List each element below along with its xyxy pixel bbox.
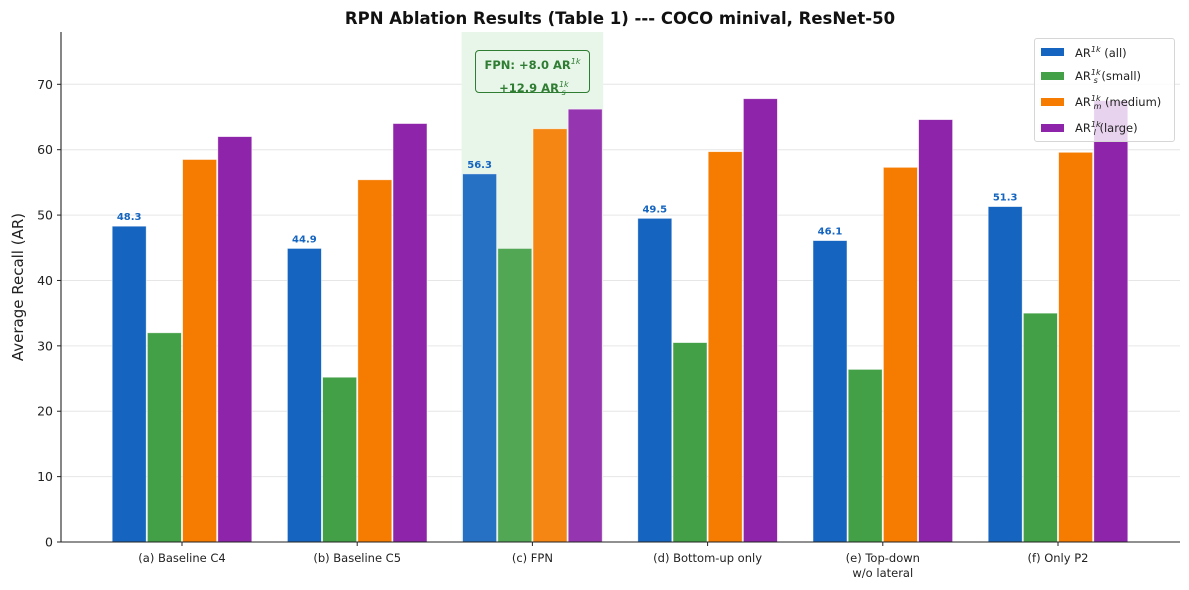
bar-large <box>1093 100 1129 543</box>
x-ticks: (a) Baseline C4 (b) Baseline C5 (c) FPN (d)… <box>138 542 1088 580</box>
bar-large <box>743 98 778 543</box>
bar-medium <box>532 128 568 543</box>
value-label: 56.3 <box>467 160 492 171</box>
bar-large <box>217 136 253 543</box>
value-label: 51.3 <box>993 193 1018 204</box>
bar-medium <box>883 166 918 543</box>
fpn-annotation-box: FPN: +8.0 AR1k +12.9 AR1ks <box>475 50 590 97</box>
y-axis-label: Average Recall (AR) <box>9 213 27 361</box>
legend-item-small: AR1ks (small) <box>1041 67 1141 85</box>
legend-item-large: AR1kl (large) <box>1041 119 1138 137</box>
x-tick-label: (b) Baseline C5 <box>313 551 401 565</box>
bar-large <box>918 119 953 543</box>
y-ticks: 0 10 20 30 40 50 60 70 <box>37 77 61 550</box>
bar-all <box>812 240 848 543</box>
bar-medium <box>707 151 743 543</box>
x-tick-label: (e) Top-down <box>846 551 920 565</box>
bar-medium <box>1058 151 1093 543</box>
y-tick-label: 40 <box>37 273 53 288</box>
annotation-line-2: +12.9 AR1ks <box>499 80 569 97</box>
axes <box>60 32 1180 543</box>
y-tick-label: 30 <box>37 338 53 353</box>
bar-all <box>111 225 147 543</box>
value-labels: 48.3 44.9 56.3 49.5 46.1 51.3 <box>117 160 1018 246</box>
y-tick-label: 70 <box>37 77 53 92</box>
legend-swatch <box>1041 72 1064 80</box>
legend: AR1k (all) AR1ks (small) AR1km (medium) … <box>1034 38 1175 142</box>
y-tick-label: 0 <box>45 535 53 550</box>
x-tick-label: (a) Baseline C4 <box>138 551 225 565</box>
bar-small <box>1023 312 1058 543</box>
bar-all <box>637 217 673 543</box>
x-tick-label: (d) Bottom-up only <box>653 551 762 565</box>
value-label: 46.1 <box>818 227 843 238</box>
bar-all <box>987 206 1023 543</box>
legend-swatch <box>1041 98 1064 106</box>
bar-all <box>286 248 322 543</box>
annotation-line-1: FPN: +8.0 AR1k <box>484 57 581 72</box>
bar-medium <box>182 159 218 543</box>
bar-large <box>567 108 603 543</box>
bar-large <box>392 123 428 543</box>
bar-all <box>462 173 498 543</box>
bars <box>111 98 1129 543</box>
bar-medium <box>357 179 393 543</box>
value-label: 48.3 <box>117 212 142 223</box>
y-tick-label: 50 <box>37 208 53 223</box>
bar-small <box>847 368 883 543</box>
bar-small <box>672 342 708 543</box>
bar-small <box>146 332 182 543</box>
y-tick-label: 60 <box>37 142 53 157</box>
value-label: 49.5 <box>642 204 667 215</box>
y-tick-label: 10 <box>37 469 53 484</box>
legend-item-medium: AR1km (medium) <box>1041 93 1161 111</box>
bar-small <box>322 376 358 543</box>
y-tick-label: 20 <box>37 404 53 419</box>
legend-swatch <box>1041 48 1064 56</box>
x-tick-label: (c) FPN <box>512 551 553 565</box>
bar-small <box>497 248 533 543</box>
chart-title: RPN Ablation Results (Table 1) --- COCO … <box>345 9 895 28</box>
x-tick-label: w/o lateral <box>852 566 913 580</box>
x-tick-label: (f) Only P2 <box>1028 551 1089 565</box>
value-label: 44.9 <box>292 234 317 245</box>
legend-swatch <box>1041 124 1064 132</box>
legend-item-all: AR1k (all) <box>1041 43 1127 61</box>
